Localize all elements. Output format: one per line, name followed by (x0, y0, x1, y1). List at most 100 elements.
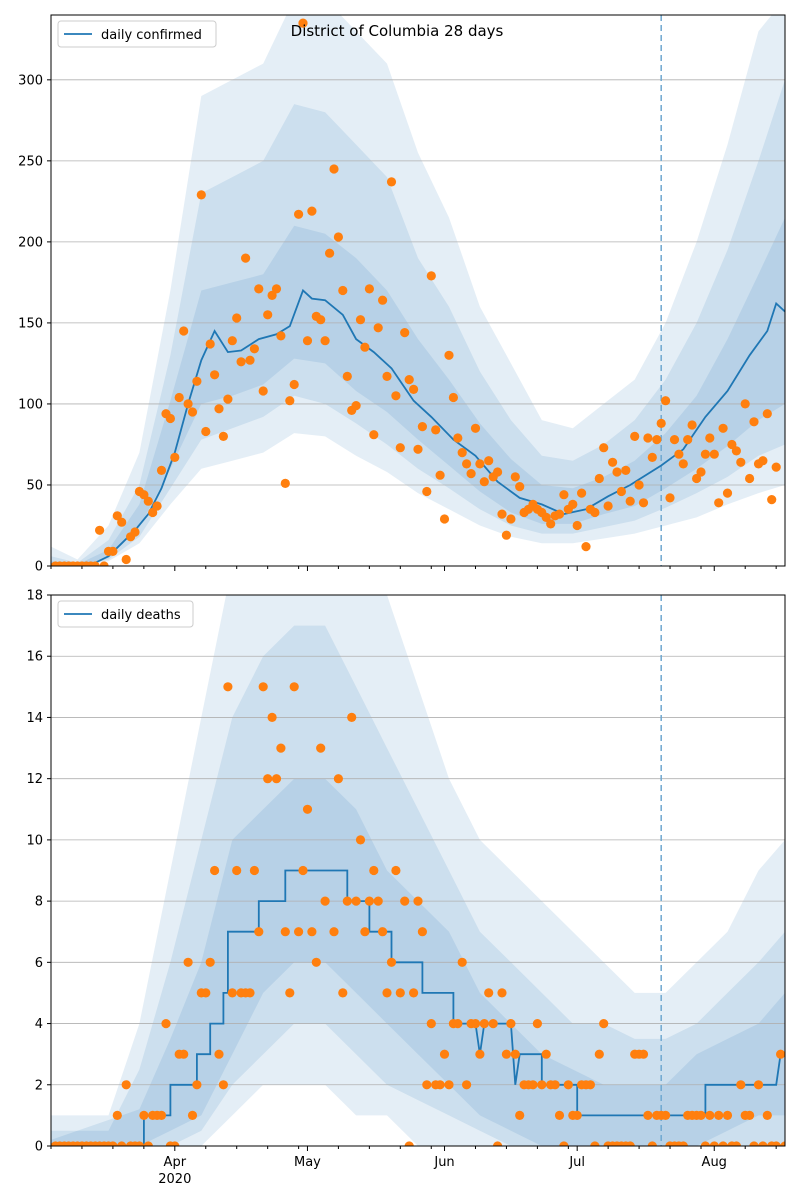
data-point (510, 472, 520, 482)
data-point (466, 469, 476, 479)
data-point (112, 1110, 122, 1120)
data-point (386, 177, 397, 187)
chart-title: District of Columbia 28 days (291, 22, 504, 40)
data-point (572, 520, 582, 531)
data-point (528, 1080, 538, 1090)
data-point (669, 435, 680, 445)
data-point (749, 1141, 759, 1146)
x-tick-label: Jun (433, 1155, 454, 1170)
data-point (678, 459, 688, 469)
y-tick-label: 200 (18, 235, 43, 250)
data-point (470, 423, 481, 433)
data-point (241, 253, 251, 263)
data-point (307, 206, 317, 216)
data-point (232, 313, 242, 323)
data-point (417, 927, 427, 937)
legend-label: daily deaths (101, 608, 181, 623)
data-point (254, 927, 264, 937)
data-point (714, 498, 724, 508)
data-point (373, 896, 383, 906)
data-point (307, 927, 317, 937)
data-point (214, 1049, 224, 1059)
data-point (223, 394, 233, 404)
data-point (568, 499, 578, 509)
data-point (470, 1019, 481, 1029)
data-point (267, 712, 277, 723)
data-point (156, 1110, 167, 1120)
data-point (714, 1110, 724, 1120)
data-point (400, 896, 410, 906)
data-point (369, 430, 379, 440)
data-point (705, 1110, 715, 1120)
data-point (488, 1019, 498, 1029)
y-tick-label: 100 (18, 397, 43, 412)
data-point (294, 927, 304, 937)
data-point (506, 514, 516, 524)
data-point (563, 1080, 573, 1090)
data-point (99, 561, 109, 566)
data-point (210, 865, 220, 876)
data-point (692, 473, 702, 484)
y-tick-label: 4 (35, 1017, 43, 1032)
data-point (218, 431, 228, 441)
data-point (409, 988, 419, 998)
y-tick-label: 0 (35, 560, 43, 575)
data-point (537, 1080, 547, 1090)
data-point (117, 517, 127, 527)
y-tick-label: 14 (26, 711, 43, 726)
data-point (634, 480, 644, 490)
data-point (590, 507, 600, 518)
data-point (121, 554, 131, 565)
data-point (187, 1110, 198, 1120)
data-point (95, 525, 105, 535)
data-point (696, 467, 706, 477)
data-point (647, 1141, 657, 1146)
y-tick-label: 250 (18, 154, 43, 169)
data-point (718, 1141, 728, 1146)
data-point (192, 376, 202, 386)
data-point (360, 342, 370, 352)
data-point (413, 444, 423, 454)
data-point (311, 957, 321, 967)
data-point (696, 1110, 706, 1120)
data-point (267, 290, 277, 300)
data-point (276, 331, 286, 341)
data-point (400, 328, 410, 338)
data-point (395, 988, 405, 998)
y-tick-label: 18 (26, 589, 43, 604)
data-point (501, 530, 511, 540)
data-point (422, 486, 432, 497)
data-point (276, 743, 286, 753)
data-point (435, 1080, 445, 1090)
data-point (501, 1049, 511, 1059)
data-point (546, 519, 556, 529)
data-point (608, 457, 618, 467)
data-point (426, 1019, 436, 1029)
data-point (108, 546, 118, 557)
data-point (143, 1141, 153, 1146)
data-point (320, 336, 330, 346)
data-point (475, 1049, 485, 1059)
data-point (156, 465, 167, 475)
data-point (722, 488, 733, 498)
data-point (329, 164, 339, 174)
data-point (139, 1110, 149, 1120)
data-point (643, 433, 653, 443)
data-point (170, 1141, 180, 1146)
data-point (316, 743, 326, 753)
data-point (325, 248, 335, 258)
x-tick-label: Jul (568, 1155, 585, 1170)
data-point (453, 433, 463, 443)
data-point (493, 467, 503, 477)
data-point (749, 417, 759, 427)
data-point (223, 682, 233, 692)
data-point (484, 456, 494, 466)
data-point (347, 712, 357, 723)
y-tick-label: 0 (35, 1140, 43, 1155)
data-point (554, 509, 565, 519)
data-point (179, 1049, 189, 1059)
data-point (355, 315, 366, 325)
data-point (285, 396, 295, 406)
x-tick-label: May (294, 1155, 321, 1170)
